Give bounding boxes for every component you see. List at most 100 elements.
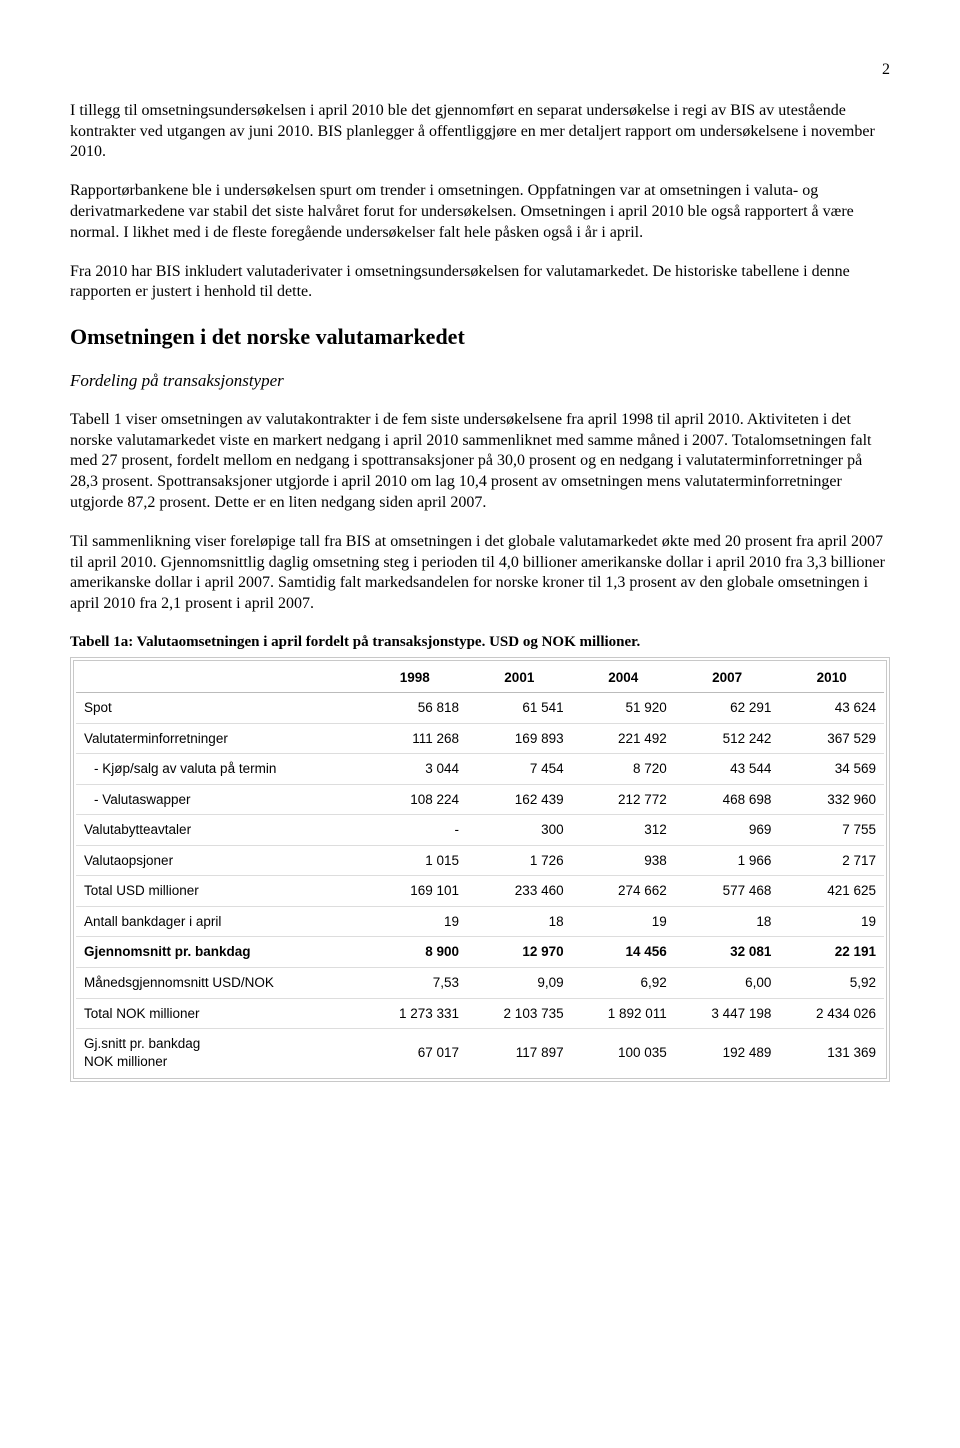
table-row: Valutaterminforretninger111 268169 89322… bbox=[76, 723, 884, 754]
table-cell-label: Valutaterminforretninger bbox=[76, 723, 362, 754]
table-cell-value: 19 bbox=[572, 906, 675, 937]
table-cell-value: 1 726 bbox=[467, 845, 572, 876]
table-cell-value: 512 242 bbox=[675, 723, 780, 754]
table-header-row: 19982001200420072010 bbox=[76, 663, 884, 693]
table-cell-value: 577 468 bbox=[675, 876, 780, 907]
table-col-label bbox=[76, 663, 362, 693]
paragraph-1: I tillegg til omsetningsundersøkelsen i … bbox=[70, 101, 890, 163]
table-cell-value: 212 772 bbox=[572, 784, 675, 815]
table-cell-value: 1 273 331 bbox=[362, 998, 467, 1029]
table-cell-value: 1 892 011 bbox=[572, 998, 675, 1029]
table-row: Gj.snitt pr. bankdagNOK millioner67 0171… bbox=[76, 1029, 884, 1077]
table-row: Total USD millioner169 101233 460274 662… bbox=[76, 876, 884, 907]
table-row: - Valutaswapper108 224162 439212 772468 … bbox=[76, 784, 884, 815]
table-cell-value: 312 bbox=[572, 815, 675, 846]
table-cell-value: 332 960 bbox=[779, 784, 884, 815]
table-cell-value: 1 015 bbox=[362, 845, 467, 876]
table-cell-value: 5,92 bbox=[779, 968, 884, 999]
table-cell-value: 8 900 bbox=[362, 937, 467, 968]
table-cell-value: 22 191 bbox=[779, 937, 884, 968]
table-cell-value: 3 044 bbox=[362, 754, 467, 785]
paragraph-5: Til sammenlikning viser foreløpige tall … bbox=[70, 532, 890, 615]
table-cell-value: 7 454 bbox=[467, 754, 572, 785]
table-caption: Tabell 1a: Valutaomsetningen i april for… bbox=[70, 633, 890, 653]
paragraph-3: Fra 2010 har BIS inkludert valutaderivat… bbox=[70, 262, 890, 304]
table-cell-value: 12 970 bbox=[467, 937, 572, 968]
table-cell-value: 131 369 bbox=[779, 1029, 884, 1077]
table-cell-label: Valutabytteavtaler bbox=[76, 815, 362, 846]
table-cell-value: 43 544 bbox=[675, 754, 780, 785]
table-cell-value: 32 081 bbox=[675, 937, 780, 968]
table-cell-value: 6,00 bbox=[675, 968, 780, 999]
table-cell-value: 62 291 bbox=[675, 693, 780, 724]
table-row: Antall bankdager i april1918191819 bbox=[76, 906, 884, 937]
table-cell-label: - Valutaswapper bbox=[76, 784, 362, 815]
section-heading: Omsetningen i det norske valutamarkedet bbox=[70, 323, 890, 352]
table-cell-value: 300 bbox=[467, 815, 572, 846]
table-col-year: 2001 bbox=[467, 663, 572, 693]
table-row: Total NOK millioner1 273 3312 103 7351 8… bbox=[76, 998, 884, 1029]
table-cell-value: 8 720 bbox=[572, 754, 675, 785]
table-cell-value: 3 447 198 bbox=[675, 998, 780, 1029]
table-cell-value: 2 103 735 bbox=[467, 998, 572, 1029]
paragraph-4: Tabell 1 viser omsetningen av valutakont… bbox=[70, 410, 890, 514]
table-cell-value: 2 717 bbox=[779, 845, 884, 876]
table-cell-value: 1 966 bbox=[675, 845, 780, 876]
table-cell-value: 111 268 bbox=[362, 723, 467, 754]
table-cell-value: 221 492 bbox=[572, 723, 675, 754]
table-cell-value: 34 569 bbox=[779, 754, 884, 785]
table-cell-value: - bbox=[362, 815, 467, 846]
table-cell-label: Spot bbox=[76, 693, 362, 724]
table-col-year: 1998 bbox=[362, 663, 467, 693]
table-cell-label: Gj.snitt pr. bankdagNOK millioner bbox=[76, 1029, 362, 1077]
table-col-year: 2004 bbox=[572, 663, 675, 693]
table-cell-value: 233 460 bbox=[467, 876, 572, 907]
table-row: Valutabytteavtaler-3003129697 755 bbox=[76, 815, 884, 846]
table-cell-value: 421 625 bbox=[779, 876, 884, 907]
table-cell-label: Antall bankdager i april bbox=[76, 906, 362, 937]
section-subheading: Fordeling på transaksjonstyper bbox=[70, 370, 890, 392]
table-cell-label: - Kjøp/salg av valuta på termin bbox=[76, 754, 362, 785]
table-cell-value: 100 035 bbox=[572, 1029, 675, 1077]
table-cell-value: 7,53 bbox=[362, 968, 467, 999]
paragraph-2: Rapportørbankene ble i undersøkelsen spu… bbox=[70, 181, 890, 243]
table-col-year: 2007 bbox=[675, 663, 780, 693]
table-cell-label: Månedsgjennomsnitt USD/NOK bbox=[76, 968, 362, 999]
table-cell-value: 938 bbox=[572, 845, 675, 876]
table-cell-value: 162 439 bbox=[467, 784, 572, 815]
table-cell-value: 9,09 bbox=[467, 968, 572, 999]
table-cell-value: 51 920 bbox=[572, 693, 675, 724]
table-cell-value: 6,92 bbox=[572, 968, 675, 999]
table-cell-value: 14 456 bbox=[572, 937, 675, 968]
table-cell-value: 18 bbox=[675, 906, 780, 937]
table-cell-value: 468 698 bbox=[675, 784, 780, 815]
table-wrapper: 19982001200420072010 Spot56 81861 54151 … bbox=[70, 657, 890, 1083]
table-head: 19982001200420072010 bbox=[76, 663, 884, 693]
table-body: Spot56 81861 54151 92062 29143 624Valuta… bbox=[76, 693, 884, 1077]
table-row: Spot56 81861 54151 92062 29143 624 bbox=[76, 693, 884, 724]
table-cell-label: Valutaopsjoner bbox=[76, 845, 362, 876]
table-cell-value: 2 434 026 bbox=[779, 998, 884, 1029]
table-cell-value: 192 489 bbox=[675, 1029, 780, 1077]
table-cell-value: 169 101 bbox=[362, 876, 467, 907]
table-cell-value: 67 017 bbox=[362, 1029, 467, 1077]
table-row: - Kjøp/salg av valuta på termin3 0447 45… bbox=[76, 754, 884, 785]
table-cell-value: 117 897 bbox=[467, 1029, 572, 1077]
table-row: Valutaopsjoner1 0151 7269381 9662 717 bbox=[76, 845, 884, 876]
table-row: Gjennomsnitt pr. bankdag8 90012 97014 45… bbox=[76, 937, 884, 968]
table-cell-value: 18 bbox=[467, 906, 572, 937]
table-cell-value: 61 541 bbox=[467, 693, 572, 724]
table-row: Månedsgjennomsnitt USD/NOK7,539,096,926,… bbox=[76, 968, 884, 999]
table-cell-value: 19 bbox=[779, 906, 884, 937]
table-col-year: 2010 bbox=[779, 663, 884, 693]
table-cell-value: 56 818 bbox=[362, 693, 467, 724]
table-cell-value: 43 624 bbox=[779, 693, 884, 724]
table-cell-label: Total NOK millioner bbox=[76, 998, 362, 1029]
table-cell-value: 367 529 bbox=[779, 723, 884, 754]
data-table: 19982001200420072010 Spot56 81861 54151 … bbox=[76, 663, 884, 1077]
table-cell-value: 19 bbox=[362, 906, 467, 937]
table-cell-label: Total USD millioner bbox=[76, 876, 362, 907]
page-number: 2 bbox=[70, 60, 890, 81]
table-cell-value: 108 224 bbox=[362, 784, 467, 815]
table-cell-value: 169 893 bbox=[467, 723, 572, 754]
